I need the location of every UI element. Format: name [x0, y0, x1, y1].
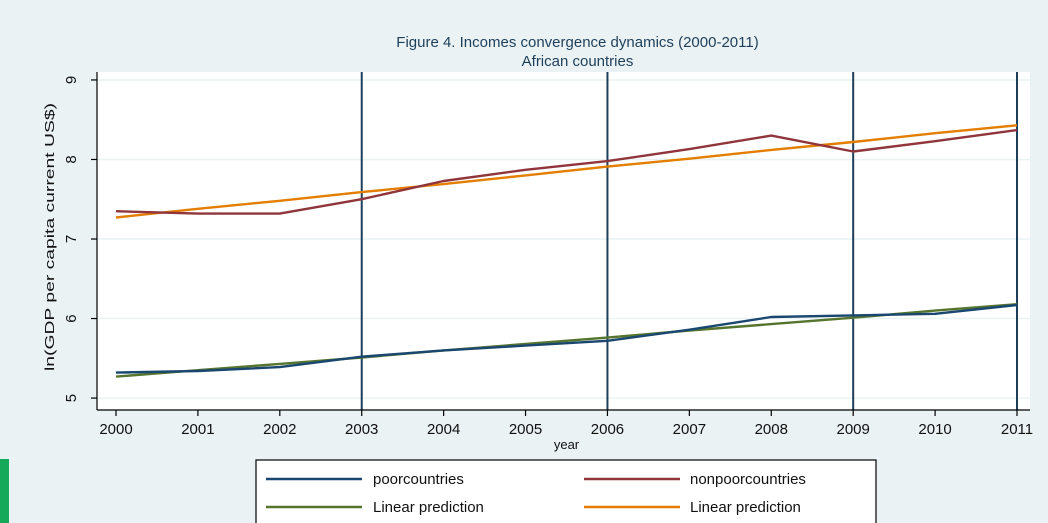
x-tick-label: 2009 — [836, 421, 869, 438]
y-tick-label: 9 — [63, 76, 80, 84]
legend-label: nonpoorcountries — [690, 471, 806, 488]
x-tick-label: 2005 — [509, 421, 542, 438]
series-line-nonpoorcountries-1 — [115, 128, 1018, 215]
legend-box — [255, 459, 877, 523]
series-lines — [115, 124, 1018, 378]
y-axis-label: ln(GDP per capita current US$) — [42, 103, 57, 371]
series-line-linear-prediction-3 — [115, 124, 1018, 219]
legend-label: poorcountries — [373, 471, 464, 488]
series-line-poorcountries-0 — [115, 303, 1018, 374]
corner-brand-mark — [0, 459, 9, 523]
x-axis-label: year — [554, 437, 580, 452]
y-tick-label: 6 — [63, 314, 80, 322]
x-tick-label: 2000 — [99, 421, 132, 438]
plot-area — [97, 72, 1030, 410]
legend: poorcountries nonpoorcountries Linear pred… — [255, 459, 877, 523]
x-tick-label: 2007 — [673, 421, 706, 438]
x-tick-label: 2002 — [263, 421, 296, 438]
x-tick-label: 2006 — [591, 421, 624, 438]
x-tick-label: 2008 — [755, 421, 788, 438]
axes: 5 6 7 8 9 2000 2001 2002 2003 2004 2005 2006 2007 200… — [63, 72, 1033, 438]
chart-subtitle: African countries — [522, 53, 634, 70]
y-tick-label: 8 — [63, 155, 80, 163]
x-tick-label: 2011 — [1001, 421, 1033, 438]
x-tick-label: 2003 — [345, 421, 378, 438]
x-tick-label: 2010 — [918, 421, 951, 438]
x-tick-label: 2001 — [181, 421, 214, 438]
y-tick-label: 5 — [63, 394, 80, 402]
reference-lines — [360, 72, 1018, 410]
legend-label: Linear prediction — [373, 499, 484, 516]
gridlines — [97, 79, 1030, 399]
legend-label: Linear prediction — [690, 499, 801, 516]
y-tick-label: 7 — [63, 235, 80, 243]
x-tick-label: 2004 — [427, 421, 460, 438]
chart-title: Figure 4. Incomes convergence dynamics (… — [396, 34, 758, 51]
series-line-linear-prediction-2 — [115, 303, 1018, 378]
